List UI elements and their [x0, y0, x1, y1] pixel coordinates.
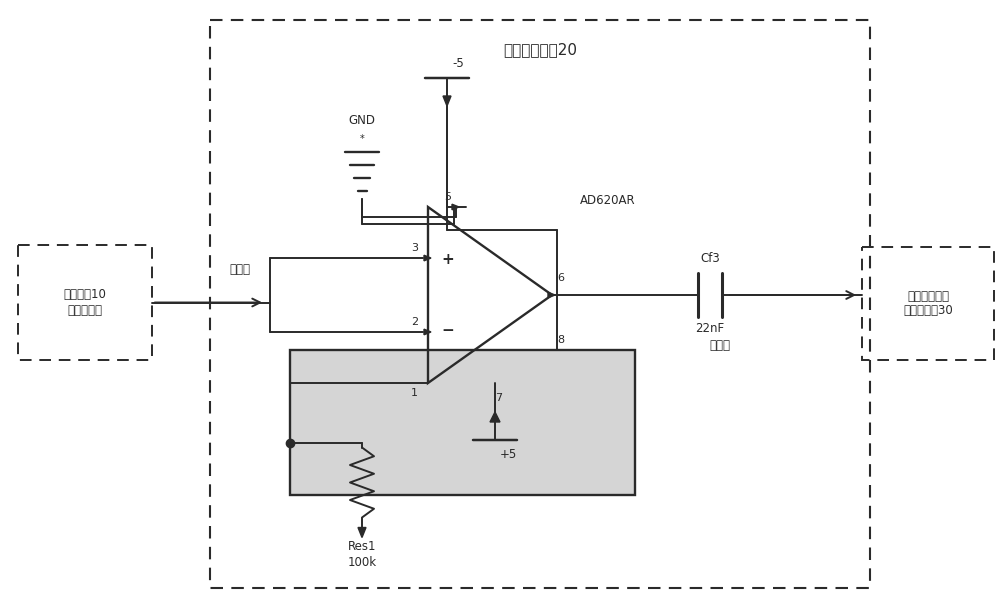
Bar: [18, 245, 152, 360]
Text: 检测探卄10
的检测线圈: 检测探卄10 的检测线圈: [64, 289, 106, 316]
Text: 6: 6: [557, 273, 564, 283]
Text: 输出端: 输出端: [710, 339, 730, 352]
Text: 1: 1: [411, 388, 418, 398]
Bar: [290, 350, 635, 495]
Text: Res1: Res1: [348, 540, 376, 554]
Polygon shape: [443, 96, 451, 106]
Text: 放大滤波电路20: 放大滤波电路20: [503, 42, 577, 57]
Text: *: *: [360, 134, 364, 144]
Text: +: +: [442, 252, 454, 267]
Text: Cf3: Cf3: [700, 252, 720, 265]
Polygon shape: [358, 528, 366, 537]
Polygon shape: [490, 412, 500, 422]
Polygon shape: [424, 255, 431, 261]
Text: 集成信号发生
及处理电路30: 集成信号发生 及处理电路30: [903, 290, 953, 318]
Text: 2: 2: [411, 317, 418, 327]
Polygon shape: [548, 292, 555, 298]
Text: AD620AR: AD620AR: [580, 194, 636, 206]
Text: +5: +5: [500, 448, 517, 461]
Text: −: −: [442, 322, 454, 338]
Text: 3: 3: [411, 243, 418, 253]
Text: GND: GND: [349, 114, 376, 127]
Polygon shape: [424, 329, 431, 335]
Text: 8: 8: [557, 335, 564, 345]
Bar: [210, 20, 870, 588]
Text: 7: 7: [495, 393, 502, 403]
Text: -5: -5: [452, 57, 464, 70]
Text: 100k: 100k: [347, 557, 377, 569]
Polygon shape: [452, 204, 459, 210]
Text: 输入端: 输入端: [230, 263, 250, 276]
Bar: [862, 247, 994, 360]
Text: 22nF: 22nF: [695, 322, 725, 335]
Text: 5: 5: [444, 192, 451, 202]
